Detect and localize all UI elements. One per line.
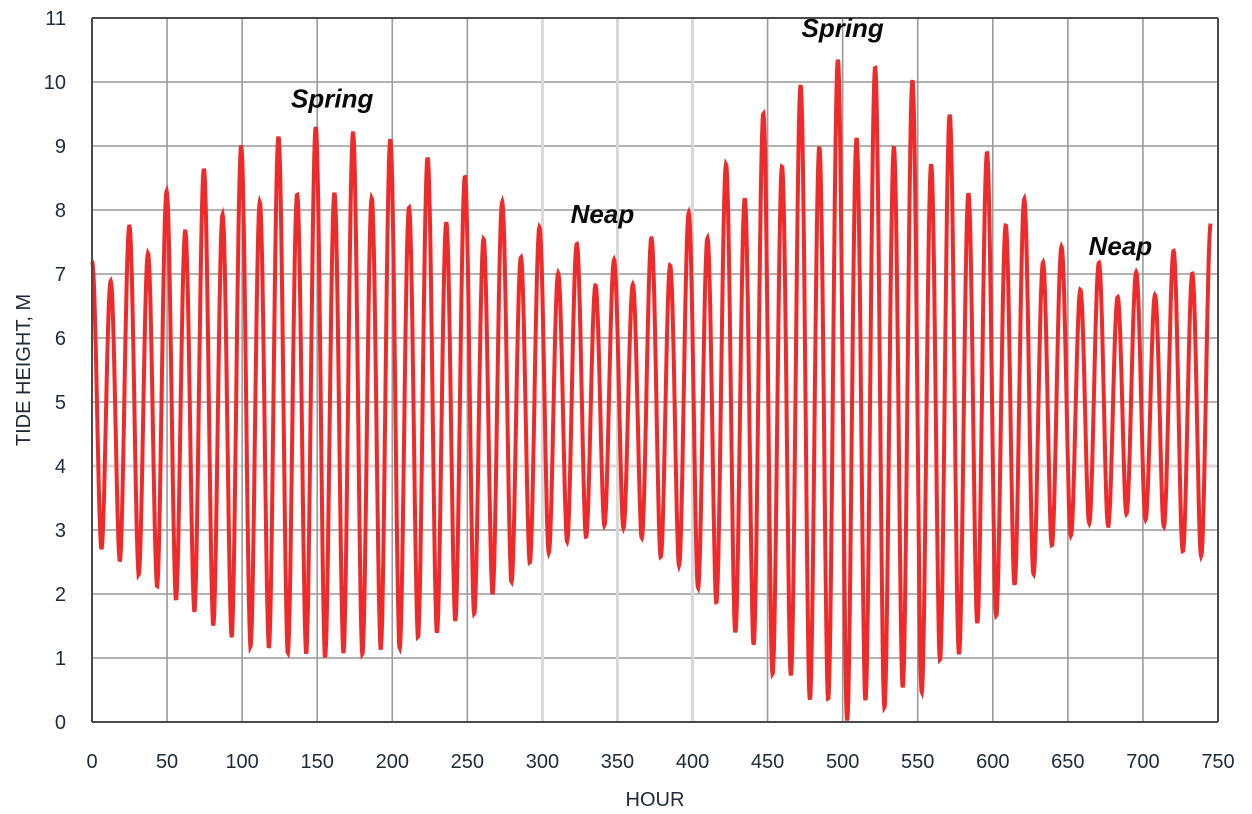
- y-tick-label: 8: [55, 200, 66, 222]
- x-tick-label: 650: [1051, 751, 1084, 773]
- annotation-label: Spring: [291, 84, 373, 114]
- y-tick-label: 0: [55, 712, 66, 734]
- y-tick-label: 11: [45, 8, 66, 30]
- tide-height-series: [90, 59, 1213, 721]
- x-tick-label: 250: [451, 751, 484, 773]
- x-tick-label: 400: [676, 751, 709, 773]
- y-tick-label: 7: [55, 264, 66, 286]
- x-tick-label: 100: [225, 751, 258, 773]
- x-tick-label: 300: [526, 751, 559, 773]
- y-tick-label: 4: [55, 456, 66, 478]
- x-tick-label: 600: [976, 751, 1009, 773]
- x-tick-label: 0: [86, 751, 97, 773]
- x-tick-label: 750: [1201, 751, 1234, 773]
- y-tick-label: 3: [55, 520, 66, 542]
- x-tick-label: 200: [376, 751, 409, 773]
- x-tick-label: 150: [301, 751, 334, 773]
- y-axis-label: TIDE HEIGHT, M: [13, 294, 35, 446]
- x-tick-label: 450: [751, 751, 784, 773]
- x-tick-label: 50: [156, 751, 178, 773]
- y-tick-label: 1: [55, 648, 66, 670]
- annotation-label: Spring: [801, 13, 883, 43]
- y-tick-label: 10: [44, 72, 66, 94]
- y-tick-label: 6: [55, 328, 66, 350]
- x-axis-label: HOUR: [626, 789, 685, 811]
- annotation-label: Neap: [571, 199, 635, 229]
- x-tick-label: 350: [601, 751, 634, 773]
- y-tick-label: 9: [55, 136, 66, 158]
- annotation-label: Neap: [1089, 231, 1153, 261]
- x-tick-label: 550: [901, 751, 934, 773]
- y-tick-label: 5: [55, 392, 66, 414]
- x-tick-label: 500: [826, 751, 859, 773]
- x-tick-label: 700: [1126, 751, 1159, 773]
- y-tick-label: 2: [55, 584, 66, 606]
